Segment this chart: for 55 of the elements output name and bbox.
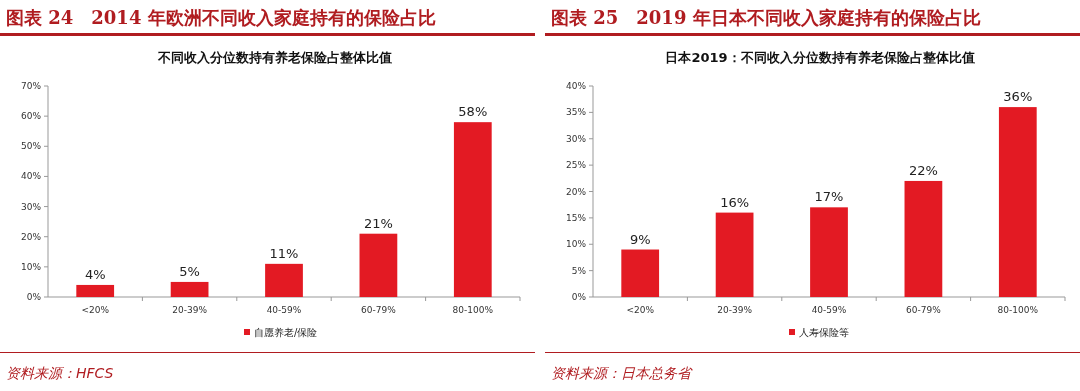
chart-title: 图表 25 2019 年日本不同收入家庭持有的保险占比 [551,7,981,28]
y-tick-label: 30% [565,133,587,144]
bar [904,180,943,297]
bar [621,249,660,297]
x-tick-label: 20-39% [172,305,208,315]
data-label: 21% [363,215,393,231]
chart-subtitle: 日本2019：不同收入分位数持有养老保险占整体比值 [665,50,975,65]
x-tick-label: 40-59% [266,305,302,315]
x-tick-label: 40-59% [811,305,847,315]
text: 资料来源：HFCS [6,365,114,381]
bar [715,212,754,297]
data-label: 22% [908,162,938,178]
bar [359,233,398,297]
x-tick-label: 80-100% [452,305,494,315]
text: 资料来源：日本总务省 [551,365,693,381]
x-tick-label: 80-100% [997,305,1039,315]
y-tick-label: 0% [26,292,42,302]
y-tick-label: 5% [571,265,587,276]
x-tick-label: <20% [626,305,655,315]
legend-label: 人寿保险等 [799,327,849,338]
y-tick-label: 15% [565,212,587,223]
data-label: 11% [269,245,299,261]
bar [76,284,115,297]
y-tick-label: 70% [20,81,42,91]
bar [453,122,492,297]
data-label: 58% [458,104,488,120]
data-label: 9% [629,231,651,247]
y-tick-label: 20% [565,186,587,197]
data-label: 16% [720,194,750,210]
x-tick-label: 60-79% [361,305,397,315]
y-tick-label: 50% [20,141,42,152]
bar [810,207,848,297]
data-label: 5% [179,263,200,279]
bar [170,281,209,297]
y-tick-label: 20% [20,231,42,242]
data-label: 36% [1003,89,1033,105]
x-tick-label: <20% [81,305,110,315]
y-tick-label: 10% [20,261,42,272]
y-tick-label: 30% [20,201,42,212]
chart-subtitle: 不同收入分位数持有养老保险占整体比值 [157,50,392,65]
y-tick-label: 10% [565,239,587,250]
y-tick-label: 25% [565,160,587,171]
y-tick-label: 60% [20,111,42,122]
data-label: 17% [814,189,844,205]
chart-title: 图表 24 2014 年欧洲不同收入家庭持有的保险占比 [6,7,436,28]
x-tick-label: 20-39% [717,305,753,315]
y-tick-label: 35% [565,107,587,118]
legend-label: 自愿养老/保险 [254,327,318,338]
data-label: 4% [84,266,106,282]
x-tick-label: 60-79% [906,305,942,315]
bar [998,107,1037,297]
y-tick-label: 0% [571,292,587,302]
y-tick-label: 40% [565,81,587,91]
bar [265,263,303,297]
y-tick-label: 40% [20,171,42,182]
